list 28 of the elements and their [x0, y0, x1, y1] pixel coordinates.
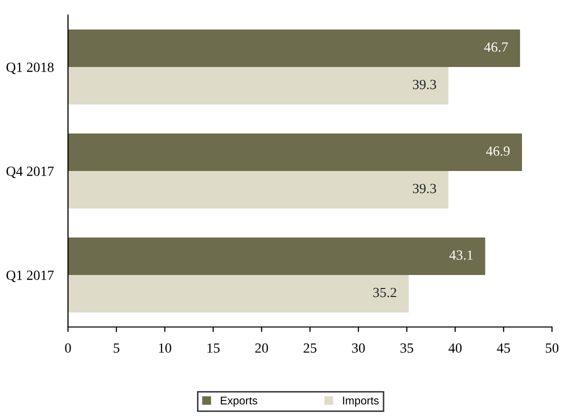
bar [68, 134, 522, 171]
x-tick-label: 0 [65, 343, 71, 353]
bar [68, 30, 520, 67]
bar [68, 275, 409, 312]
bar [68, 67, 448, 104]
data-label: 46.7 [484, 42, 508, 52]
data-label: 39.3 [412, 184, 436, 194]
x-tick-label: 40 [448, 343, 462, 353]
data-label: 39.3 [412, 80, 436, 90]
data-label: 46.9 [486, 146, 510, 156]
bar [68, 171, 448, 208]
x-tick-label: 5 [114, 344, 120, 353]
y-tick-label: Q4 2017 [6, 166, 54, 178]
legend-label: Exports [220, 396, 258, 407]
bar [68, 238, 486, 275]
x-tick-label: 20 [255, 343, 268, 353]
x-tick-label: 45 [496, 343, 510, 353]
x-tick-label: 30 [352, 343, 365, 353]
x-tick-label: 15 [207, 343, 220, 353]
data-label: 35.2 [373, 288, 396, 298]
x-tick-label: 25 [304, 343, 316, 353]
legend-label: Imports [343, 396, 379, 407]
x-tick-label: 35 [400, 343, 414, 353]
x-tick-label: 50 [546, 343, 558, 353]
data-label: 43.1 [449, 250, 473, 260]
x-tick-label: 10 [159, 343, 172, 353]
y-tick-label: Q1 2017 [6, 270, 54, 282]
y-tick-label: Q1 2018 [6, 62, 54, 74]
